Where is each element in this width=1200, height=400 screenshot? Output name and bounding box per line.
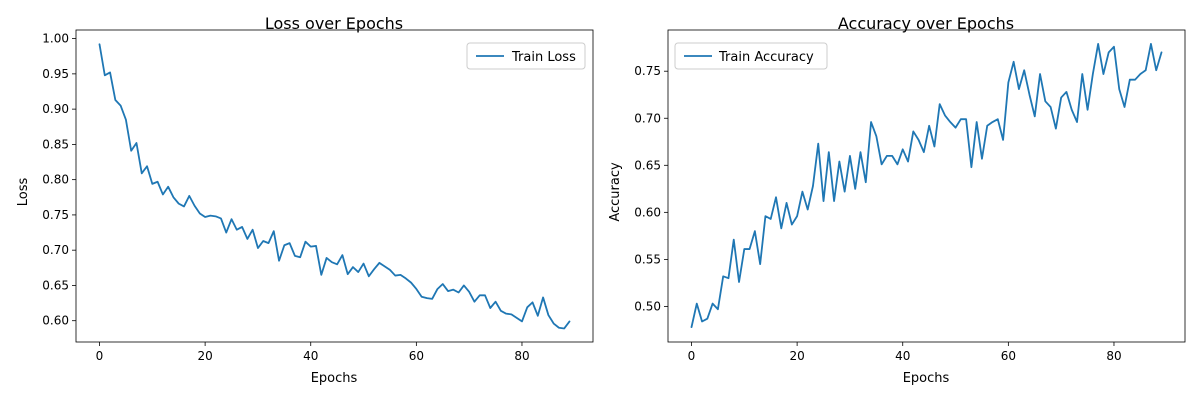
loss-x-tick: 40 [303, 342, 318, 363]
accuracy-x-tick: 80 [1106, 342, 1122, 363]
accuracy-x-tick: 0 [688, 342, 696, 363]
loss-y-tick: 0.85 [42, 137, 76, 151]
loss-x-tick-label: 60 [409, 349, 424, 363]
accuracy-axes-frame [667, 29, 1186, 343]
accuracy-legend-label: Train Accuracy [718, 50, 814, 65]
accuracy-x-tick-label: 80 [1106, 349, 1121, 363]
loss-y-tick-label: 0.80 [42, 173, 69, 187]
accuracy-legend: Train Accuracy [674, 42, 828, 70]
accuracy-x-ticks: 0 20 40 60 80 [688, 342, 1122, 363]
accuracy-chart: Accuracy over Epochs 0 20 40 60 80 0.500.550… [608, 14, 1186, 386]
loss-x-axis-label: Epochs [311, 371, 358, 386]
accuracy-y-tick: 0.65 [634, 158, 668, 172]
loss-y-tick-label: 0.65 [42, 278, 69, 292]
accuracy-chart-title: Accuracy over Epochs [838, 14, 1014, 33]
loss-chart: Loss over Epochs 0 20 40 60 80 0.600.650.700… [16, 14, 594, 386]
accuracy-y-tick: 0.75 [634, 64, 668, 78]
loss-y-tick-label: 0.60 [42, 314, 69, 328]
loss-y-tick-label: 1.00 [42, 32, 69, 46]
accuracy-y-tick: 0.55 [634, 252, 668, 266]
accuracy-y-tick-label: 0.70 [634, 111, 661, 125]
loss-legend-label: Train Loss [511, 50, 576, 65]
accuracy-x-tick: 20 [789, 342, 805, 363]
loss-plot-area [98, 43, 571, 330]
loss-x-tick-label: 0 [96, 349, 104, 363]
loss-y-tick-label: 0.70 [42, 243, 69, 257]
loss-y-tick: 0.75 [42, 208, 76, 222]
loss-x-tick: 60 [409, 342, 424, 363]
loss-legend: Train Loss [466, 42, 586, 70]
loss-y-tick: 0.70 [42, 243, 76, 257]
accuracy-plot-area [690, 43, 1163, 329]
loss-y-axis-label: Loss [16, 178, 31, 207]
loss-y-tick-label: 0.75 [42, 208, 69, 222]
accuracy-x-tick-label: 60 [1001, 349, 1016, 363]
accuracy-y-tick-label: 0.65 [634, 158, 661, 172]
accuracy-y-axis-label: Accuracy [608, 162, 623, 222]
accuracy-y-tick-label: 0.60 [634, 205, 661, 219]
accuracy-y-tick-label: 0.55 [634, 252, 661, 266]
accuracy-x-tick: 40 [895, 342, 910, 363]
accuracy-y-tick-label: 0.50 [634, 299, 661, 313]
loss-x-tick-label: 20 [197, 349, 212, 363]
loss-y-tick: 0.65 [42, 278, 76, 292]
accuracy-x-axis-label: Epochs [903, 371, 950, 386]
loss-y-tick-label: 0.85 [42, 137, 69, 151]
loss-x-tick: 80 [514, 342, 530, 363]
loss-y-tick: 0.60 [42, 314, 76, 328]
loss-y-tick-label: 0.90 [42, 102, 69, 116]
accuracy-y-tick: 0.70 [634, 111, 668, 125]
loss-y-ticks: 0.60 0.65 0.70 0.75 0.80 0.85 0.90 0.95 1.00 [42, 32, 76, 328]
loss-x-tick-label: 80 [514, 349, 529, 363]
loss-y-tick-label: 0.95 [42, 67, 69, 81]
loss-x-tick: 0 [96, 342, 104, 363]
loss-chart-title: Loss over Epochs [265, 14, 403, 33]
loss-x-tick: 20 [197, 342, 213, 363]
accuracy-legend-box [674, 42, 828, 70]
loss-axes-frame [75, 29, 594, 343]
loss-x-ticks: 0 20 40 60 80 [96, 342, 530, 363]
loss-x-tick-label: 40 [303, 349, 318, 363]
accuracy-x-tick-label: 40 [895, 349, 910, 363]
accuracy-series-line [690, 43, 1163, 329]
loss-legend-box [466, 42, 586, 70]
loss-y-tick: 0.80 [42, 173, 76, 187]
loss-y-tick: 1.00 [42, 32, 76, 46]
loss-series-line [98, 43, 571, 330]
accuracy-y-ticks: 0.50 0.55 0.60 0.65 0.70 0.75 [634, 64, 668, 313]
accuracy-x-tick-label: 20 [789, 349, 804, 363]
accuracy-y-tick: 0.50 [634, 299, 668, 313]
loss-y-tick: 0.90 [42, 102, 76, 116]
accuracy-y-tick: 0.60 [634, 205, 668, 219]
loss-y-tick: 0.95 [42, 67, 76, 81]
accuracy-x-tick: 60 [1001, 342, 1016, 363]
accuracy-x-tick-label: 0 [688, 349, 696, 363]
accuracy-y-tick-label: 0.75 [634, 64, 661, 78]
